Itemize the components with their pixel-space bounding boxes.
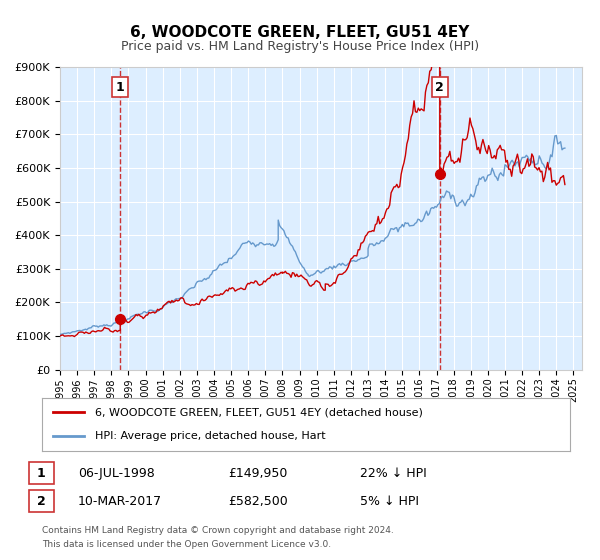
Text: £582,500: £582,500 <box>228 494 288 508</box>
Text: 6, WOODCOTE GREEN, FLEET, GU51 4EY: 6, WOODCOTE GREEN, FLEET, GU51 4EY <box>130 25 470 40</box>
Text: 5% ↓ HPI: 5% ↓ HPI <box>360 494 419 508</box>
Text: 6, WOODCOTE GREEN, FLEET, GU51 4EY (detached house): 6, WOODCOTE GREEN, FLEET, GU51 4EY (deta… <box>95 408 422 418</box>
Text: HPI: Average price, detached house, Hart: HPI: Average price, detached house, Hart <box>95 431 325 441</box>
Text: £149,950: £149,950 <box>228 466 287 480</box>
Text: 10-MAR-2017: 10-MAR-2017 <box>78 494 162 508</box>
Text: Contains HM Land Registry data © Crown copyright and database right 2024.: Contains HM Land Registry data © Crown c… <box>42 526 394 535</box>
Text: 1: 1 <box>116 81 125 94</box>
Text: 22% ↓ HPI: 22% ↓ HPI <box>360 466 427 480</box>
Text: This data is licensed under the Open Government Licence v3.0.: This data is licensed under the Open Gov… <box>42 540 331 549</box>
Text: 2: 2 <box>436 81 444 94</box>
Text: 06-JUL-1998: 06-JUL-1998 <box>78 466 155 480</box>
Text: 2: 2 <box>37 494 46 508</box>
Text: Price paid vs. HM Land Registry's House Price Index (HPI): Price paid vs. HM Land Registry's House … <box>121 40 479 53</box>
Text: 1: 1 <box>37 466 46 480</box>
